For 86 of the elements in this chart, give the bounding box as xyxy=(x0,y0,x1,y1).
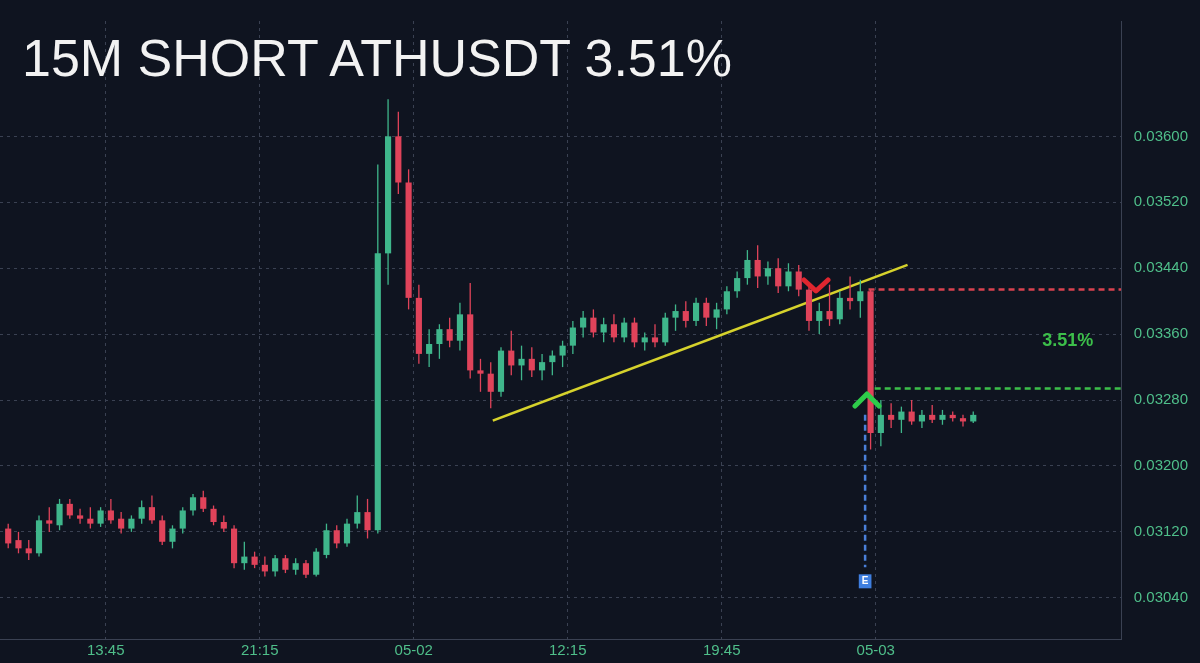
candlestick xyxy=(200,490,207,513)
y-tick-label: 0.03280 xyxy=(1133,390,1189,408)
candlestick xyxy=(857,279,864,319)
candlestick xyxy=(898,405,905,434)
candlestick xyxy=(682,300,689,329)
candlestick xyxy=(631,316,638,348)
candlestick xyxy=(703,297,710,327)
candlestick xyxy=(580,310,587,339)
candlestick xyxy=(5,522,12,550)
candlestick xyxy=(959,414,967,428)
candlestick xyxy=(477,358,484,393)
x-tick-label: 05-02 xyxy=(394,641,433,659)
candlestick xyxy=(189,493,197,517)
candlestick xyxy=(744,249,751,286)
candlestick xyxy=(343,518,351,548)
candlestick xyxy=(508,330,515,376)
candlestick xyxy=(713,302,720,330)
candlestick xyxy=(528,346,535,378)
candlestick xyxy=(179,506,186,535)
chart-title: 15M SHORT ATHUSDT 3.51% xyxy=(22,28,732,88)
candlestick xyxy=(754,244,761,289)
candlestick xyxy=(641,331,648,352)
y-tick-label: 0.03200 xyxy=(1133,456,1189,474)
candlestick xyxy=(692,297,700,327)
candlestick xyxy=(138,499,145,525)
candlestick xyxy=(590,308,597,339)
candlestick xyxy=(929,404,936,424)
candlestick xyxy=(569,320,576,355)
candlestick xyxy=(25,539,32,561)
candlestick xyxy=(816,302,823,335)
candlestick xyxy=(87,506,94,530)
candlestick xyxy=(538,353,546,381)
x-tick-label: 19:45 xyxy=(702,641,741,659)
y-tick-label: 0.03120 xyxy=(1133,522,1189,540)
candlestick xyxy=(364,498,371,540)
candlestick xyxy=(559,340,566,368)
candlestick xyxy=(426,328,433,368)
x-tick-label: 21:15 xyxy=(240,641,279,659)
candlestick xyxy=(46,506,53,533)
candlestick xyxy=(764,260,772,286)
candlestick xyxy=(734,270,741,299)
candlestick xyxy=(333,524,340,550)
candlestick xyxy=(107,498,114,525)
candlestick xyxy=(436,323,443,360)
candlestick xyxy=(826,284,833,327)
candlestick xyxy=(651,323,659,348)
y-tick-label: 0.03040 xyxy=(1133,587,1189,605)
candlestick xyxy=(723,285,730,315)
candlestick xyxy=(610,313,618,344)
y-tick-label: 0.03600 xyxy=(1133,126,1189,144)
candlestick xyxy=(621,316,628,344)
candlestick xyxy=(672,303,679,332)
x-tick-label: 12:15 xyxy=(548,641,587,659)
candlestick xyxy=(210,504,217,526)
candlestick xyxy=(877,399,884,447)
candlestick xyxy=(888,402,895,429)
candlestick xyxy=(97,506,104,528)
candlestick xyxy=(77,508,84,525)
x-tick-label: 13:45 xyxy=(86,641,125,659)
candlestick xyxy=(56,498,63,531)
candlestick xyxy=(846,275,854,311)
candlestick xyxy=(159,514,166,546)
candlestick xyxy=(785,262,792,292)
candlestick xyxy=(15,531,22,554)
candlestick xyxy=(795,264,802,297)
candlestick xyxy=(775,257,782,294)
candlestick xyxy=(148,494,156,525)
candlestick xyxy=(169,524,176,550)
candlestick xyxy=(518,345,525,381)
candlestick xyxy=(600,316,607,344)
annotation: E xyxy=(861,575,869,587)
candlestick xyxy=(282,554,289,574)
y-tick-label: 0.03440 xyxy=(1133,258,1189,276)
y-tick-label: 0.03520 xyxy=(1133,192,1189,210)
candlestick xyxy=(446,316,453,348)
candlestick xyxy=(313,547,320,578)
candlestick xyxy=(302,559,310,579)
y-tick-label: 0.03360 xyxy=(1133,324,1189,342)
candlestick xyxy=(272,554,279,578)
candlestick xyxy=(836,290,843,325)
annotation: 3.51% xyxy=(1042,329,1094,350)
candlestick xyxy=(354,494,361,530)
candlestick xyxy=(66,498,73,520)
candlestick xyxy=(487,361,494,409)
x-tick-label: 05-03 xyxy=(856,641,895,659)
candlestick xyxy=(118,511,125,535)
